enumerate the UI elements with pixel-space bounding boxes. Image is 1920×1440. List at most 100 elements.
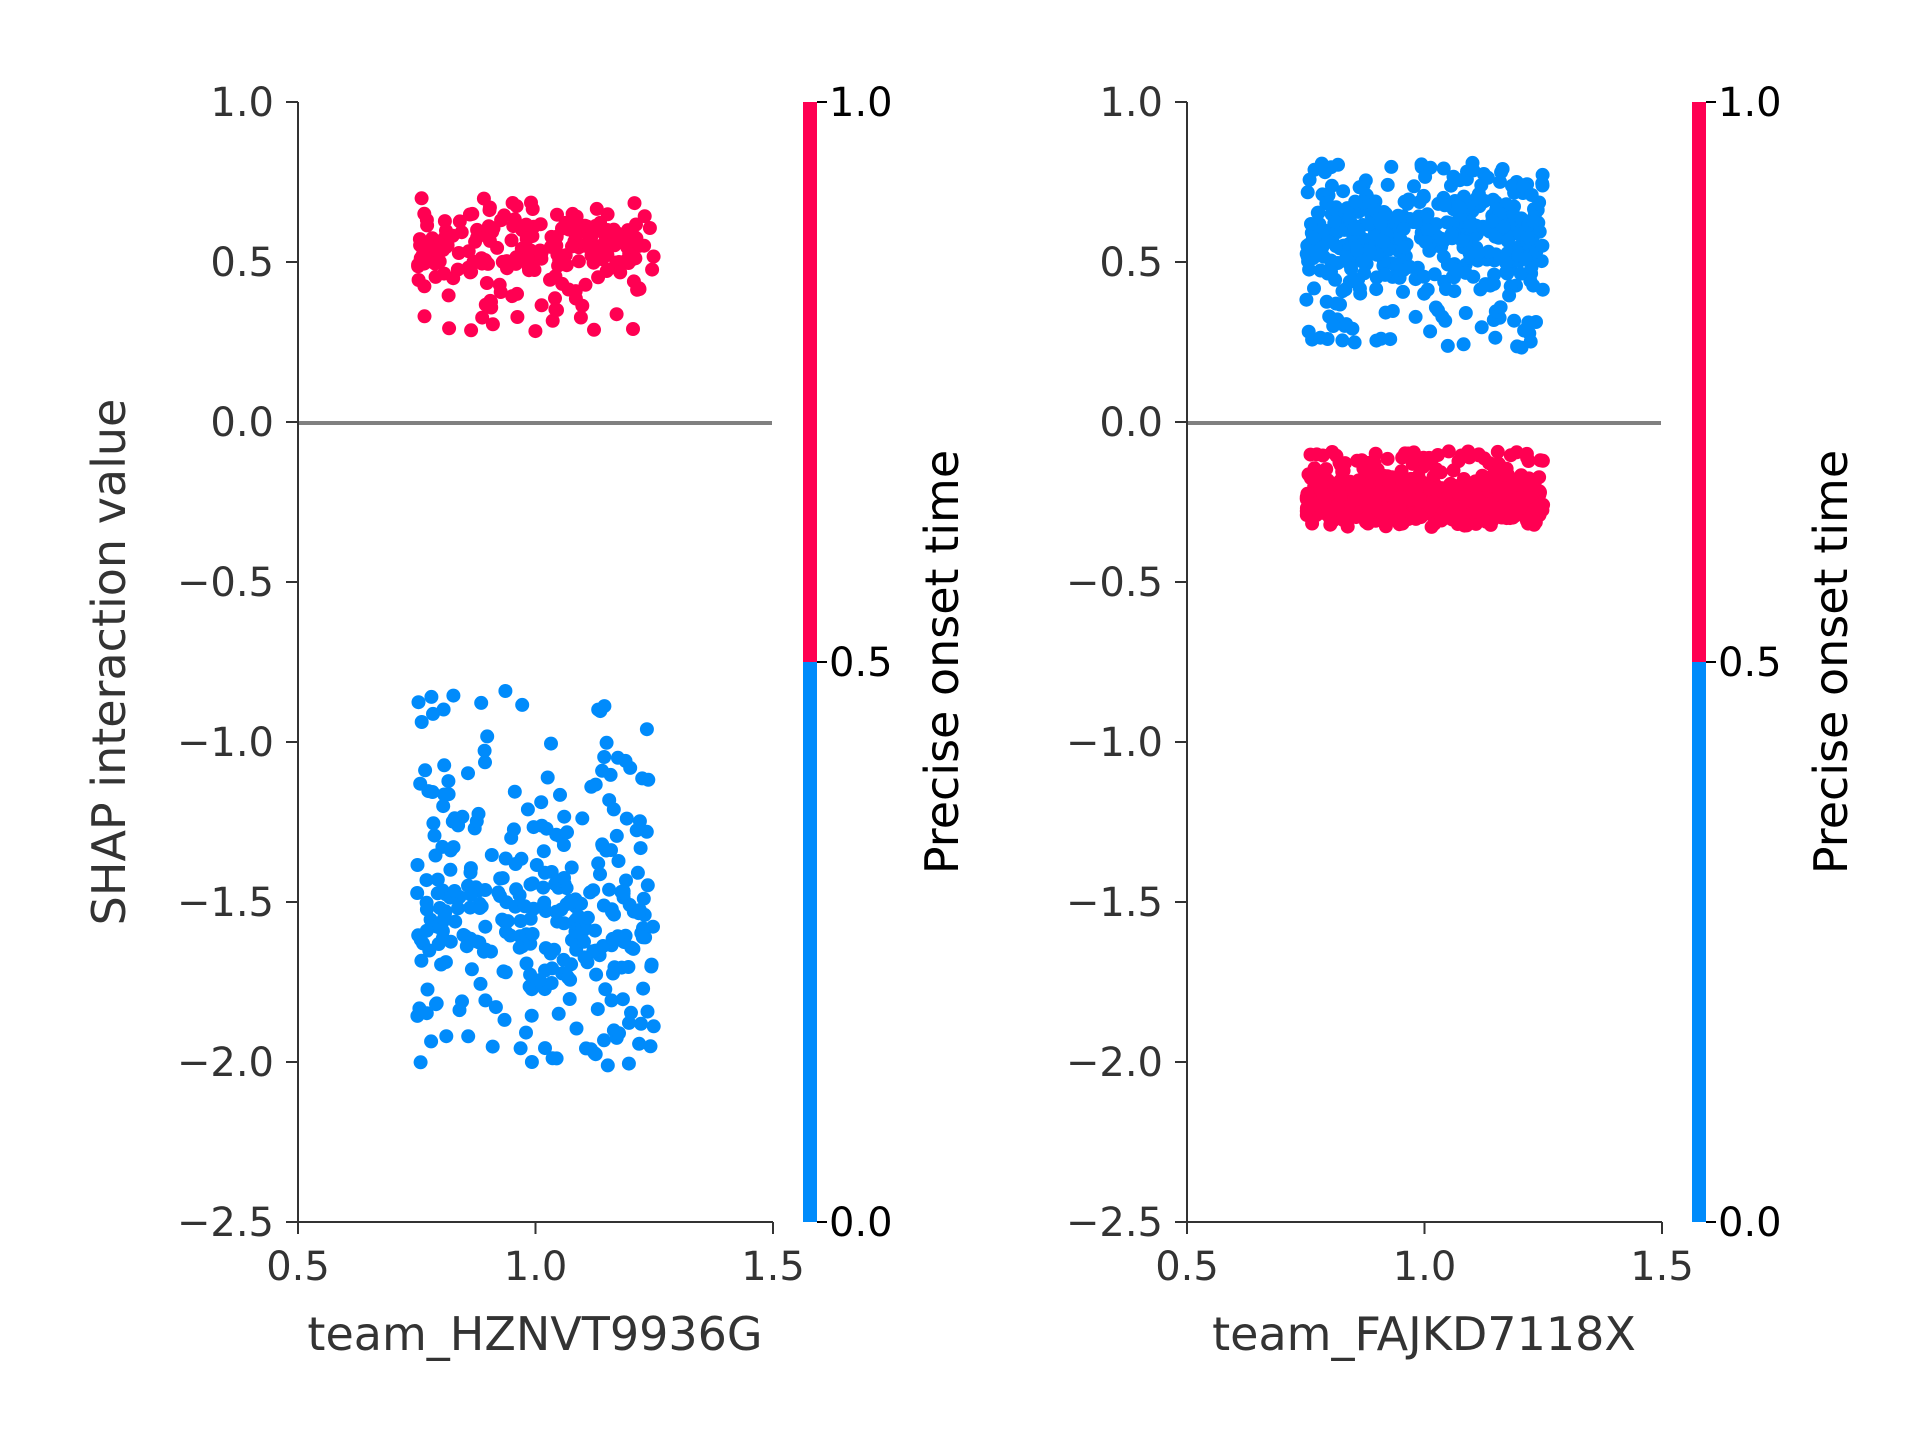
data-point [573, 310, 588, 325]
data-point [1520, 513, 1535, 528]
data-point [428, 848, 443, 863]
data-point [616, 884, 631, 899]
data-point [612, 255, 626, 269]
data-point [1301, 254, 1316, 269]
data-point [557, 871, 571, 885]
data-point [632, 1036, 647, 1051]
data-point [540, 770, 555, 785]
data-point [1350, 453, 1365, 468]
data-point [597, 699, 612, 714]
data-point [1378, 206, 1393, 221]
data-point [537, 895, 552, 910]
data-point [637, 209, 652, 224]
data-point [1416, 188, 1431, 203]
data-point [463, 900, 478, 915]
y-tick-label: −2.0 [1066, 1040, 1163, 1086]
data-point [1408, 309, 1423, 324]
data-point [417, 206, 432, 221]
data-point [563, 894, 578, 909]
data-point [519, 956, 534, 971]
data-point [430, 872, 445, 887]
data-point [1397, 240, 1412, 255]
data-point [1313, 330, 1328, 345]
data-point [1474, 320, 1489, 335]
data-point [507, 784, 522, 799]
data-point [543, 946, 558, 961]
data-point [425, 785, 440, 799]
data-point [599, 843, 614, 858]
data-point [1369, 282, 1384, 297]
data-point [575, 811, 590, 826]
data-point [1408, 215, 1423, 229]
data-point [1503, 479, 1518, 494]
data-point [1459, 518, 1474, 533]
data-point [631, 906, 646, 921]
data-point [509, 882, 524, 897]
data-point [523, 877, 538, 892]
data-point [1359, 511, 1374, 526]
data-point [1300, 486, 1315, 501]
data-point [1372, 484, 1387, 499]
data-point [646, 1019, 661, 1034]
data-point [1327, 214, 1342, 229]
data-point [1456, 337, 1471, 352]
data-point [1510, 339, 1525, 354]
data-point [1535, 167, 1550, 182]
data-point [1496, 219, 1511, 234]
data-point [428, 256, 442, 271]
data-point [436, 702, 451, 717]
data-point [424, 1034, 439, 1049]
data-point [459, 939, 474, 954]
data-point [510, 286, 524, 301]
colorbar-label: Precise onset time [1804, 450, 1858, 874]
data-point [1487, 478, 1502, 493]
data-point [536, 880, 551, 895]
data-point [1352, 180, 1367, 195]
data-point [1316, 486, 1331, 501]
data-point [590, 1002, 605, 1017]
data-point [597, 227, 612, 241]
data-point [561, 970, 576, 985]
data-point [504, 233, 519, 248]
data-point [1362, 216, 1377, 231]
data-point [1380, 177, 1395, 192]
data-point [1328, 239, 1343, 253]
data-point [1367, 455, 1382, 470]
data-point [1427, 267, 1442, 282]
data-point [443, 843, 458, 858]
data-point [478, 755, 492, 770]
y-tick-label: 0.5 [1099, 240, 1163, 286]
data-point [1452, 173, 1467, 188]
data-point [1446, 499, 1461, 514]
data-point [1513, 500, 1528, 515]
data-point [536, 844, 551, 859]
data-point [609, 307, 624, 322]
data-point [543, 272, 557, 287]
y-ticks-1: 1.0 0.5 0.0 −0.5 −1.0 −1.5 −2.0 −2.5 [177, 80, 298, 1246]
data-point [490, 240, 505, 255]
data-point [484, 848, 499, 862]
data-point [1423, 324, 1438, 339]
data-point [1535, 238, 1550, 253]
colorbar-tick-label: 0.0 [829, 1200, 893, 1246]
data-point [537, 865, 552, 880]
data-point [589, 201, 604, 216]
data-point [517, 899, 532, 914]
data-point [512, 940, 527, 955]
data-point [1516, 179, 1530, 194]
y-tick-label: 0.0 [1099, 400, 1163, 446]
data-point [1463, 219, 1478, 234]
data-point [471, 806, 486, 821]
data-point [1500, 234, 1515, 248]
x-axis-label: team_HZNVT9936G [307, 1307, 762, 1361]
data-point [1469, 191, 1484, 206]
y-tick-label: −0.5 [177, 560, 274, 606]
data-point [635, 930, 650, 945]
data-point [1526, 214, 1541, 229]
data-point [1340, 519, 1355, 534]
data-point [481, 256, 495, 271]
data-point [595, 763, 610, 778]
data-point [526, 820, 541, 835]
data-point [588, 923, 602, 938]
data-point [422, 943, 437, 958]
